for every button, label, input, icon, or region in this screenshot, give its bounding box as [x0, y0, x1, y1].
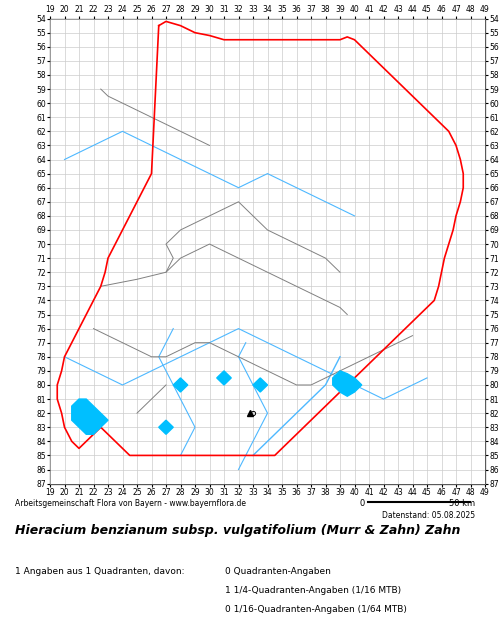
- Polygon shape: [72, 399, 108, 434]
- Text: 1 Angaben aus 1 Quadranten, davon:: 1 Angaben aus 1 Quadranten, davon:: [15, 567, 184, 577]
- Text: 0: 0: [360, 499, 365, 508]
- Text: 0 Quadranten-Angaben: 0 Quadranten-Angaben: [225, 567, 331, 577]
- Polygon shape: [333, 371, 362, 396]
- Text: 50 km: 50 km: [449, 499, 475, 508]
- Text: Datenstand: 05.08.2025: Datenstand: 05.08.2025: [382, 512, 475, 521]
- Polygon shape: [159, 420, 174, 434]
- Text: 1 1/4-Quadranten-Angaben (1/16 MTB): 1 1/4-Quadranten-Angaben (1/16 MTB): [225, 586, 401, 595]
- Polygon shape: [253, 378, 268, 392]
- Text: Hieracium benzianum subsp. vulgatifolium (Murr & Zahn) Zahn: Hieracium benzianum subsp. vulgatifolium…: [15, 524, 460, 537]
- Polygon shape: [217, 371, 231, 385]
- Polygon shape: [174, 378, 188, 392]
- Text: Arbeitsgemeinschaft Flora von Bayern - www.bayernflora.de: Arbeitsgemeinschaft Flora von Bayern - w…: [15, 499, 246, 508]
- Text: 0 1/16-Quadranten-Angaben (1/64 MTB): 0 1/16-Quadranten-Angaben (1/64 MTB): [225, 604, 407, 614]
